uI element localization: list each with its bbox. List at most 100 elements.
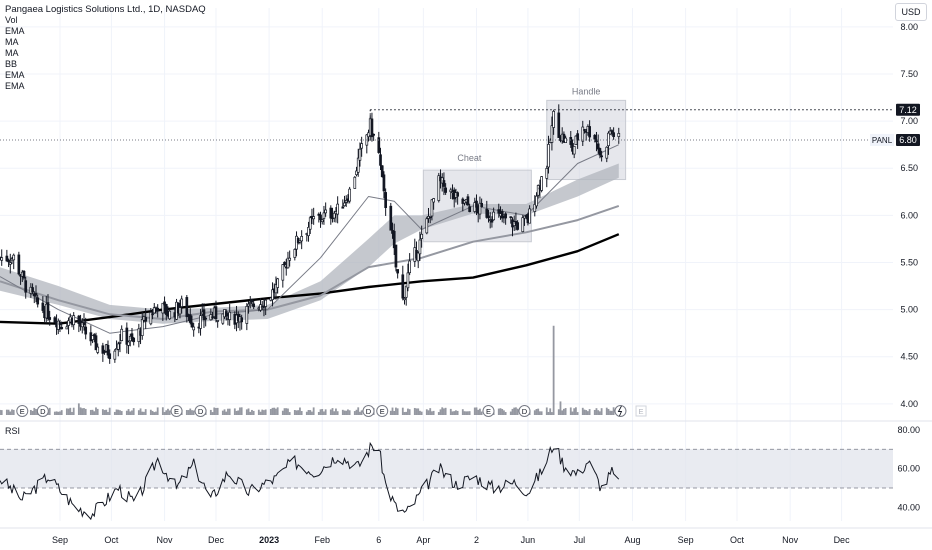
volume-bar	[252, 410, 255, 415]
time-tick-label: 6	[376, 535, 381, 545]
indicator-ma-1[interactable]: MA	[5, 37, 19, 47]
candle-body	[101, 345, 105, 354]
volume-bar	[333, 411, 336, 415]
time-tick-label: Sep	[678, 535, 694, 545]
candle-body	[497, 209, 501, 214]
volume-bar	[413, 407, 416, 415]
candle-body	[355, 170, 358, 176]
candle-body	[384, 192, 388, 208]
volume-bar	[441, 407, 444, 415]
candle-body	[250, 299, 254, 303]
event-marker-letter: D	[198, 407, 204, 416]
earnings-marker	[376, 405, 389, 417]
volume-bar	[396, 408, 399, 415]
dividend-marker	[362, 405, 375, 417]
candle-body	[353, 176, 357, 189]
candle-body	[408, 260, 411, 274]
candle-body	[214, 306, 218, 319]
volume-bars	[0, 325, 620, 415]
volume-bar	[597, 410, 600, 415]
indicator-ma-2[interactable]: MA	[5, 48, 19, 58]
volume-bar	[101, 409, 104, 415]
candle-body	[91, 335, 94, 340]
candle-body	[216, 320, 220, 322]
volume-bar	[108, 407, 111, 415]
candle-body	[8, 262, 12, 265]
candle-body	[248, 302, 252, 304]
volume-bar	[55, 411, 58, 415]
volume-bar	[215, 408, 217, 415]
candle-body	[322, 212, 326, 219]
candle-body	[336, 203, 340, 215]
volume-bar	[451, 411, 454, 415]
candle-body	[329, 207, 333, 219]
indicator-legend: Pangaea Logistics Solutions Ltd., 1D, NA…	[5, 4, 206, 92]
rsi-pane-label: RSI	[5, 426, 21, 436]
candle-body	[372, 133, 376, 136]
volume-bar	[113, 411, 116, 415]
candle-body	[31, 287, 34, 293]
time-tick-label: Feb	[314, 535, 330, 545]
candle-body	[190, 322, 194, 328]
volume-bar	[276, 407, 279, 415]
volume-bar	[429, 408, 432, 415]
volume-bar	[477, 409, 480, 415]
indicator-bb[interactable]: BB	[5, 59, 18, 69]
candle-body	[56, 320, 60, 330]
volume-bar	[605, 407, 608, 415]
candle-body	[583, 129, 586, 131]
price-tick-label: 7.50	[900, 69, 918, 79]
currency-button[interactable]: USD	[895, 3, 927, 21]
volume-bar	[12, 409, 15, 415]
volume-bar	[549, 408, 552, 415]
event-marker-letter: D	[40, 407, 46, 416]
volume-bar	[240, 407, 243, 415]
volume-bar	[600, 408, 603, 415]
volume-bar	[283, 408, 286, 415]
indicator-ema-2[interactable]: EMA	[5, 70, 25, 80]
candle-body	[456, 192, 459, 197]
rsi-line	[0, 441, 620, 521]
candle-body	[298, 240, 302, 243]
future-earnings-letter: E	[639, 407, 644, 416]
ema-ribbon-band	[0, 163, 619, 324]
volume-bar	[547, 411, 550, 415]
volume-bar	[189, 408, 192, 415]
indicator-ema-1[interactable]: EMA	[5, 26, 25, 36]
indicator-ema-3[interactable]: EMA	[5, 81, 25, 91]
volume-bar	[227, 408, 229, 415]
candle-body	[377, 137, 381, 153]
time-tick-label: Apr	[416, 535, 430, 545]
volume-bar	[167, 408, 169, 415]
volume-bar	[359, 411, 361, 415]
event-marker-letter: E	[486, 407, 491, 416]
volume-bar	[453, 411, 456, 415]
volume-bar	[540, 411, 543, 415]
volume-bar	[401, 407, 404, 415]
volume-bar	[513, 407, 516, 415]
volume-bar	[125, 410, 128, 415]
volume-bar	[59, 411, 61, 415]
volume-bar	[11, 409, 13, 415]
candle-body	[106, 344, 110, 356]
volume-bar	[81, 408, 84, 415]
volume-bar	[309, 410, 312, 415]
candle-body	[130, 333, 134, 339]
volume-bar	[335, 408, 337, 415]
volume-bar	[187, 410, 190, 415]
candle-body	[120, 328, 124, 342]
earnings-marker	[16, 405, 29, 417]
indicator-vol[interactable]: Vol	[5, 15, 18, 25]
volume-bar	[129, 411, 132, 415]
candle-body	[245, 306, 249, 324]
rsi-tick-label: 40.00	[897, 502, 920, 512]
candle-body	[598, 148, 602, 156]
candle-body	[22, 270, 26, 279]
volume-bar	[557, 409, 560, 415]
price-tick-label: 6.50	[900, 163, 918, 173]
volume-bar	[249, 411, 252, 415]
volume-bar	[535, 408, 538, 415]
volume-bar	[35, 408, 37, 415]
time-tick-label: Dec	[208, 535, 225, 545]
